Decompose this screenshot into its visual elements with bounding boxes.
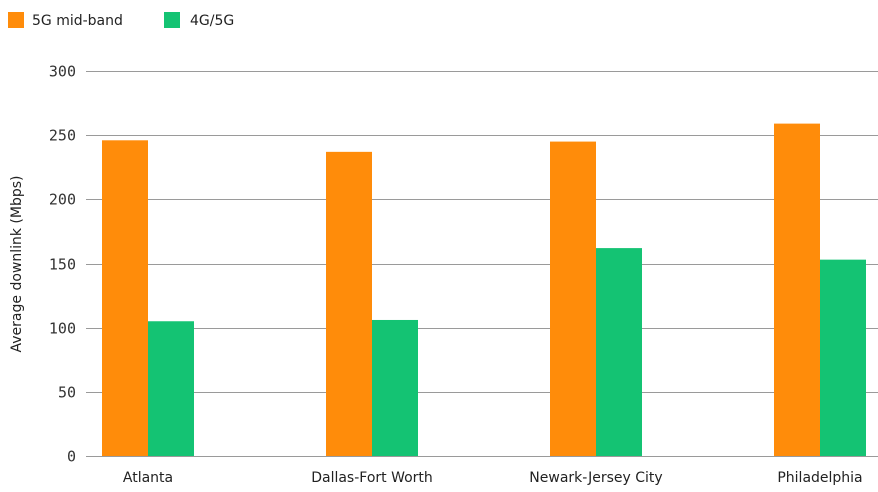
y-tick-label: 150 <box>49 256 76 274</box>
bar-series-1 <box>774 123 820 456</box>
legend-label: 4G/5G <box>190 13 234 29</box>
y-tick-label: 300 <box>49 63 76 81</box>
bar-series-1 <box>326 151 372 456</box>
legend-label: 5G mid-band <box>32 13 123 29</box>
x-axis-labels: Atlanta Dallas-Fort Worth Newark-Jersey Ci… <box>123 470 863 486</box>
bar-series-1 <box>102 140 148 457</box>
bar-series-2 <box>372 319 418 456</box>
legend-swatch <box>8 12 24 28</box>
bars <box>102 123 866 457</box>
y-tick-label: 200 <box>49 191 76 209</box>
x-tick-label: Philadelphia <box>777 470 862 486</box>
y-tick-label: 250 <box>49 127 76 145</box>
bar-series-2 <box>596 248 642 456</box>
gridlines <box>86 71 878 457</box>
y-tick-label: 100 <box>49 320 76 338</box>
bar-series-2 <box>820 259 866 456</box>
x-tick-label: Atlanta <box>123 470 173 486</box>
bar-series-2 <box>148 321 194 456</box>
legend: 5G mid-band 4G/5G <box>8 12 234 29</box>
y-tick-label: 50 <box>58 384 76 402</box>
bar-series-1 <box>550 141 596 457</box>
x-tick-label: Newark-Jersey City <box>529 470 662 486</box>
y-tick-label: 0 <box>67 448 76 466</box>
legend-swatch <box>164 12 180 28</box>
y-axis-title: Average downlink (Mbps) <box>9 176 25 353</box>
x-tick-label: Dallas-Fort Worth <box>311 470 433 486</box>
y-axis-ticks: 0 50 100 150 200 250 300 <box>49 63 76 466</box>
